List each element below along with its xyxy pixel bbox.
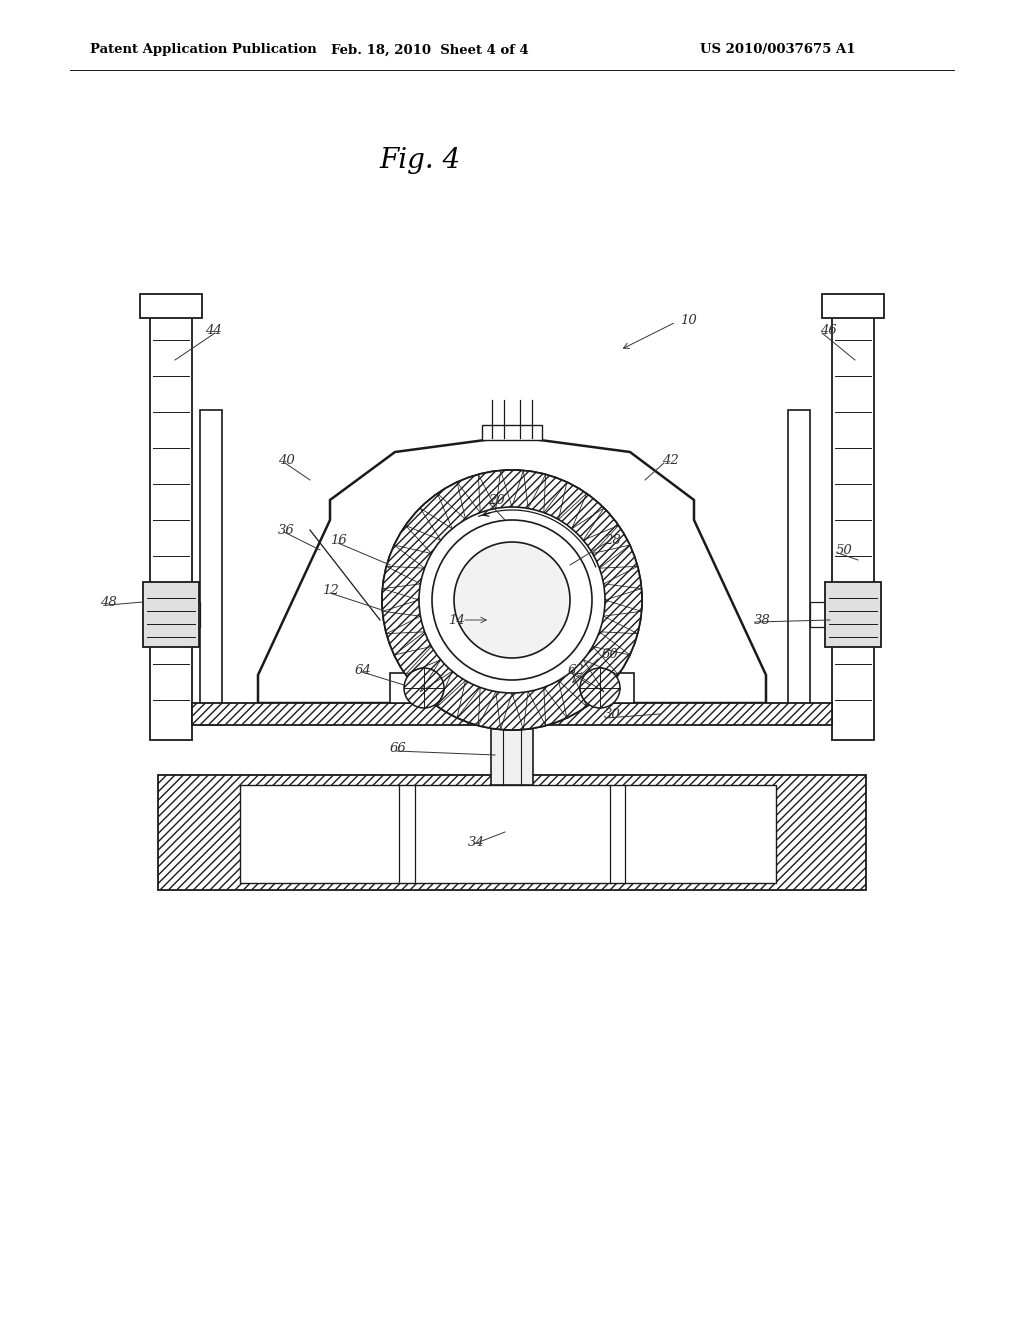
Circle shape [419,507,605,693]
Text: 30: 30 [604,709,621,722]
Text: 10: 10 [680,314,696,326]
Text: Feb. 18, 2010  Sheet 4 of 4: Feb. 18, 2010 Sheet 4 of 4 [331,44,528,57]
Bar [788,411,810,725]
Text: Fig. 4: Fig. 4 [379,147,461,173]
Bar [150,300,193,741]
Bar [490,725,534,785]
Bar [240,785,776,883]
Text: Patent Application Publication: Patent Application Publication [90,44,316,57]
Text: 34: 34 [468,836,484,849]
Polygon shape [258,438,766,704]
Bar [193,602,200,627]
Text: 62: 62 [568,664,585,676]
Bar [482,425,542,440]
Bar [810,602,831,627]
Bar [200,411,222,725]
Text: 40: 40 [278,454,295,466]
Text: 64: 64 [355,664,372,676]
Text: 60: 60 [602,648,618,661]
Text: 14: 14 [449,614,465,627]
Text: 12: 12 [322,583,339,597]
Text: 28: 28 [604,533,621,546]
Bar [390,673,634,704]
Text: US 2010/0037675 A1: US 2010/0037675 A1 [700,44,855,57]
Bar [825,582,881,647]
Bar [193,704,831,725]
Text: 16: 16 [330,533,347,546]
Circle shape [382,470,642,730]
Circle shape [404,668,444,708]
Circle shape [580,668,620,708]
Circle shape [454,543,570,657]
Text: 44: 44 [205,323,222,337]
Bar [140,294,202,318]
Bar [158,775,866,890]
Circle shape [382,470,642,730]
Circle shape [432,520,592,680]
Text: 46: 46 [820,323,837,337]
Text: 48: 48 [100,595,117,609]
Bar [831,300,874,741]
Text: 42: 42 [662,454,679,466]
Text: 36: 36 [278,524,295,536]
Text: 20: 20 [488,494,505,507]
Bar [143,582,199,647]
Text: 66: 66 [390,742,407,755]
Bar [822,294,884,318]
Text: 38: 38 [754,614,771,627]
Text: 50: 50 [836,544,853,557]
